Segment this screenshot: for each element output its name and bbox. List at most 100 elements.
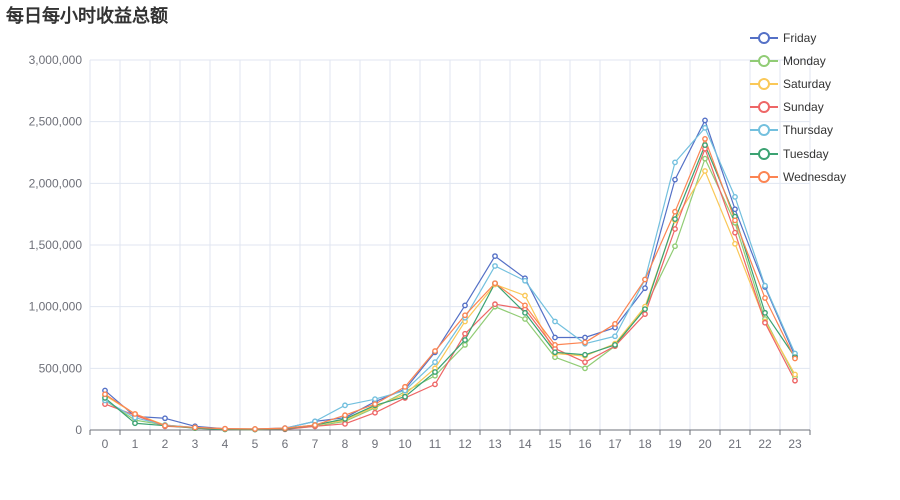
x-tick-label: 23 [788, 437, 802, 451]
data-point-thursday [702, 124, 708, 131]
data-point-wednesday [192, 424, 198, 431]
data-point-tuesday [762, 309, 768, 316]
data-point-thursday [492, 263, 498, 269]
legend-marker-icon [750, 100, 778, 114]
data-point-wednesday [642, 276, 648, 283]
data-point-tuesday [432, 369, 438, 375]
x-tick-label: 19 [668, 437, 682, 451]
data-point-wednesday [222, 425, 228, 432]
series-line-wednesday [104, 138, 796, 430]
legend-item-thursday[interactable]: Thursday [750, 119, 900, 142]
x-tick-label: 7 [312, 437, 319, 451]
x-tick-label: 9 [372, 437, 379, 451]
data-point-sunday [462, 330, 468, 337]
data-point-wednesday [462, 312, 468, 319]
data-point-wednesday [582, 339, 588, 346]
data-point-friday [552, 334, 558, 341]
data-point-sunday [732, 229, 738, 236]
data-point-monday [582, 365, 588, 372]
x-tick-label: 22 [758, 437, 772, 451]
data-point-friday [582, 334, 588, 341]
legend-marker-icon [750, 123, 778, 137]
data-point-friday [492, 253, 498, 260]
data-point-saturday [522, 292, 528, 299]
x-tick-label: 11 [429, 437, 442, 451]
legend-item-saturday[interactable]: Saturday [750, 72, 900, 95]
data-point-saturday [792, 371, 798, 378]
data-point-monday [462, 341, 468, 348]
legend-item-monday[interactable]: Monday [750, 49, 900, 72]
data-point-friday [672, 176, 678, 183]
series-line-tuesday [104, 144, 796, 430]
x-tick-label: 3 [192, 437, 199, 451]
legend-item-sunday[interactable]: Sunday [750, 96, 900, 119]
legend-item-wednesday[interactable]: Wednesday [750, 165, 900, 188]
y-tick-label: 2,500,000 [29, 115, 83, 129]
data-point-tuesday [642, 306, 648, 313]
data-point-tuesday [612, 341, 618, 348]
x-tick-label: 16 [578, 437, 592, 451]
data-point-thursday [672, 159, 678, 166]
x-tick-label: 2 [162, 437, 169, 451]
data-point-thursday [342, 402, 348, 409]
data-point-wednesday [342, 412, 348, 419]
x-tick-label: 1 [132, 437, 139, 451]
legend-label: Sunday [783, 100, 824, 115]
y-tick-label: 0 [75, 423, 82, 437]
data-point-thursday [612, 333, 618, 340]
data-point-friday [642, 285, 648, 292]
data-point-sunday [792, 377, 798, 384]
y-tick-label: 3,000,000 [29, 53, 83, 67]
data-point-sunday [492, 301, 498, 308]
data-point-tuesday [402, 393, 408, 400]
data-point-thursday [522, 277, 528, 284]
data-point-monday [702, 155, 708, 162]
data-point-wednesday [162, 422, 168, 429]
data-point-sunday [342, 420, 348, 427]
data-point-wednesday [132, 411, 138, 417]
x-tick-label: 12 [458, 437, 472, 451]
legend-label: Thursday [783, 123, 834, 138]
y-tick-label: 1,500,000 [29, 238, 83, 252]
legend-marker-icon [750, 170, 778, 184]
data-point-wednesday [732, 217, 738, 224]
legend-item-friday[interactable]: Friday [750, 26, 900, 49]
data-point-sunday [642, 311, 648, 317]
data-point-wednesday [282, 425, 288, 432]
x-tick-label: 6 [282, 437, 289, 451]
x-tick-label: 0 [102, 437, 109, 451]
data-point-wednesday [312, 422, 318, 428]
data-point-tuesday [522, 309, 528, 316]
x-tick-label: 15 [548, 437, 562, 451]
data-point-thursday [552, 318, 558, 325]
data-point-wednesday [492, 280, 498, 287]
data-point-wednesday [762, 295, 768, 301]
data-point-friday [702, 117, 708, 124]
data-point-sunday [582, 359, 588, 366]
data-point-monday [522, 316, 528, 322]
data-point-wednesday [252, 426, 258, 432]
data-point-wednesday [402, 383, 408, 390]
x-tick-label: 10 [398, 437, 412, 451]
data-point-sunday [762, 319, 768, 326]
x-tick-label: 18 [638, 437, 652, 451]
x-tick-label: 4 [222, 437, 229, 451]
data-point-friday [462, 302, 468, 309]
data-point-tuesday [462, 337, 468, 343]
data-point-saturday [702, 168, 708, 174]
data-point-wednesday [372, 401, 378, 407]
data-point-tuesday [552, 349, 558, 356]
data-point-tuesday [702, 142, 708, 149]
data-point-wednesday [102, 391, 108, 398]
data-point-wednesday [672, 208, 678, 215]
data-point-friday [732, 206, 738, 213]
chart-legend: Friday Monday Saturday Sunday Thursday Tuesda… [750, 26, 900, 188]
x-tick-label: 8 [342, 437, 349, 451]
y-tick-label: 500,000 [39, 361, 83, 375]
legend-label: Friday [783, 30, 817, 45]
legend-item-tuesday[interactable]: Tuesday [750, 142, 900, 165]
legend-label: Tuesday [783, 146, 829, 161]
data-point-thursday [732, 193, 738, 200]
